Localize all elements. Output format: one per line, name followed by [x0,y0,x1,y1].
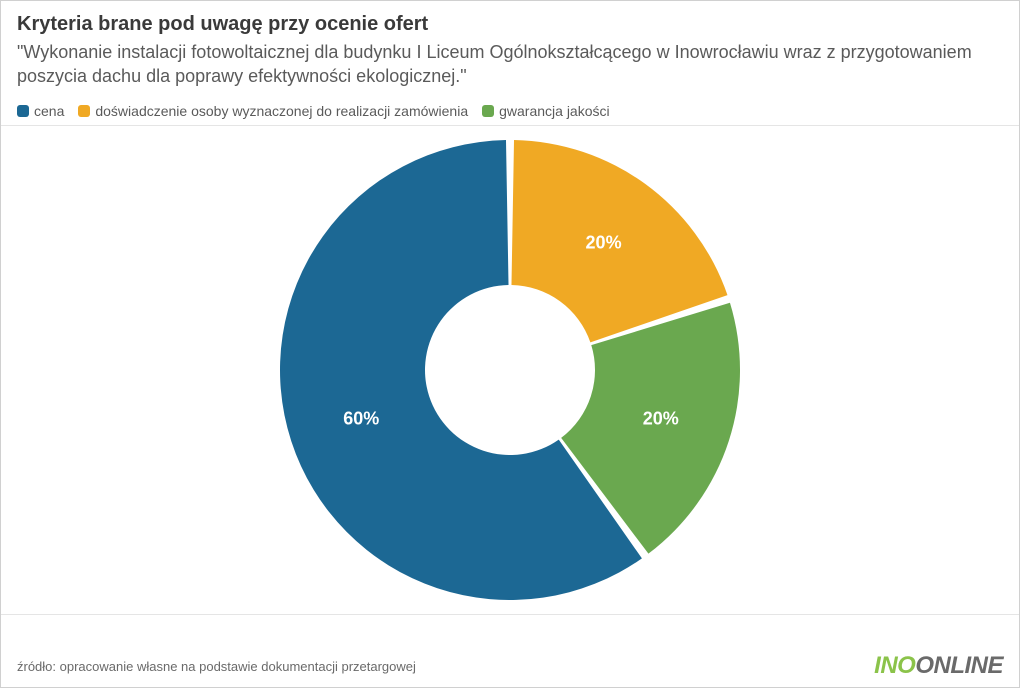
chart-title: Kryteria brane pod uwagę przy ocenie ofe… [17,13,1003,36]
legend-swatch-1 [78,105,90,117]
donut-svg [275,135,745,605]
legend-swatch-0 [17,105,29,117]
legend-item: gwarancja jakości [482,103,610,119]
chart-header: Kryteria brane pod uwagę przy ocenie ofe… [1,1,1019,93]
legend-label-2: gwarancja jakości [499,103,610,119]
legend-label-1: doświadczenie osoby wyznaczonej do reali… [95,103,468,119]
legend-item: doświadczenie osoby wyznaczonej do reali… [78,103,468,119]
source-text: źródło: opracowanie własne na podstawie … [17,659,416,674]
legend-label-0: cena [34,103,64,119]
brand-logo: INOONLINE [874,652,1003,680]
chart-subtitle: "Wykonanie instalacji fotowoltaicznej dl… [17,40,1003,89]
chart-legend: cena doświadczenie osoby wyznaczonej do … [1,93,1019,125]
legend-item: cena [17,103,64,119]
donut-chart: 20%20%60% [1,125,1019,615]
legend-swatch-2 [482,105,494,117]
logo-part2: ONLINE [915,652,1003,679]
donut-slice-0 [511,140,727,342]
logo-part1: INO [874,652,915,679]
chart-footer: źródło: opracowanie własne na podstawie … [1,645,1019,687]
